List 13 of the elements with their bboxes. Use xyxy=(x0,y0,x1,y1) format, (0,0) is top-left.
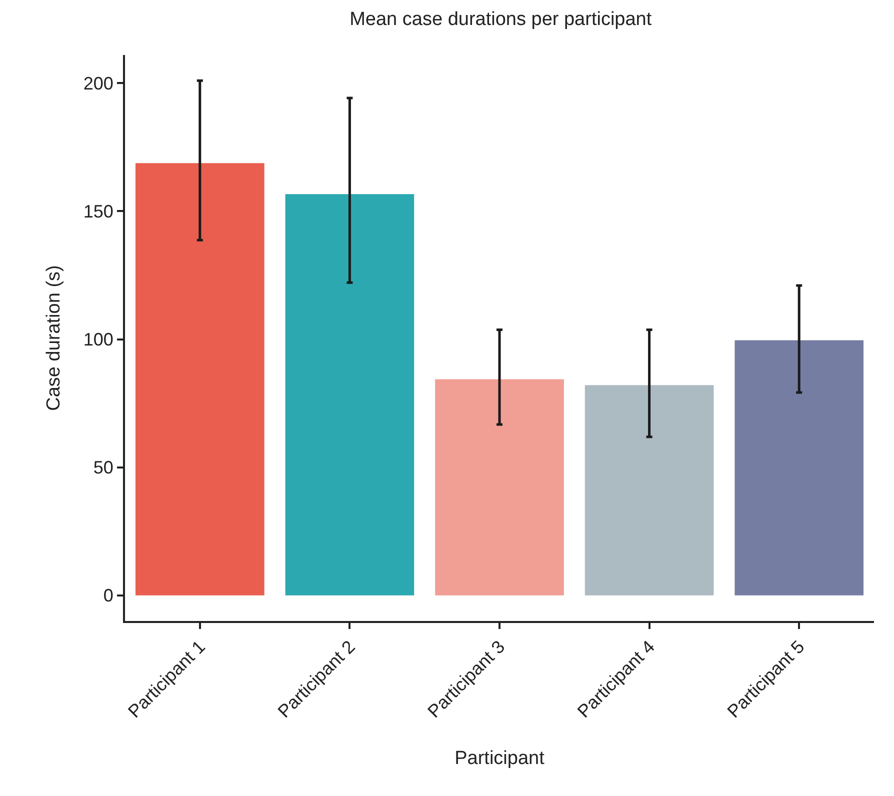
y-tick-label: 100 xyxy=(83,330,114,350)
bar xyxy=(285,194,414,596)
y-tick-label: 0 xyxy=(103,586,114,606)
bar xyxy=(734,340,864,596)
y-tick-label: 150 xyxy=(83,202,114,222)
chart-title: Mean case durations per participant xyxy=(350,9,652,30)
y-axis-title: Case duration (s) xyxy=(44,265,65,411)
y-tick-label: 200 xyxy=(83,73,114,94)
bar xyxy=(135,163,264,596)
bar xyxy=(435,379,564,596)
y-tick-label: 50 xyxy=(93,458,114,478)
bar xyxy=(584,385,714,596)
x-axis-title: Participant xyxy=(454,748,546,769)
